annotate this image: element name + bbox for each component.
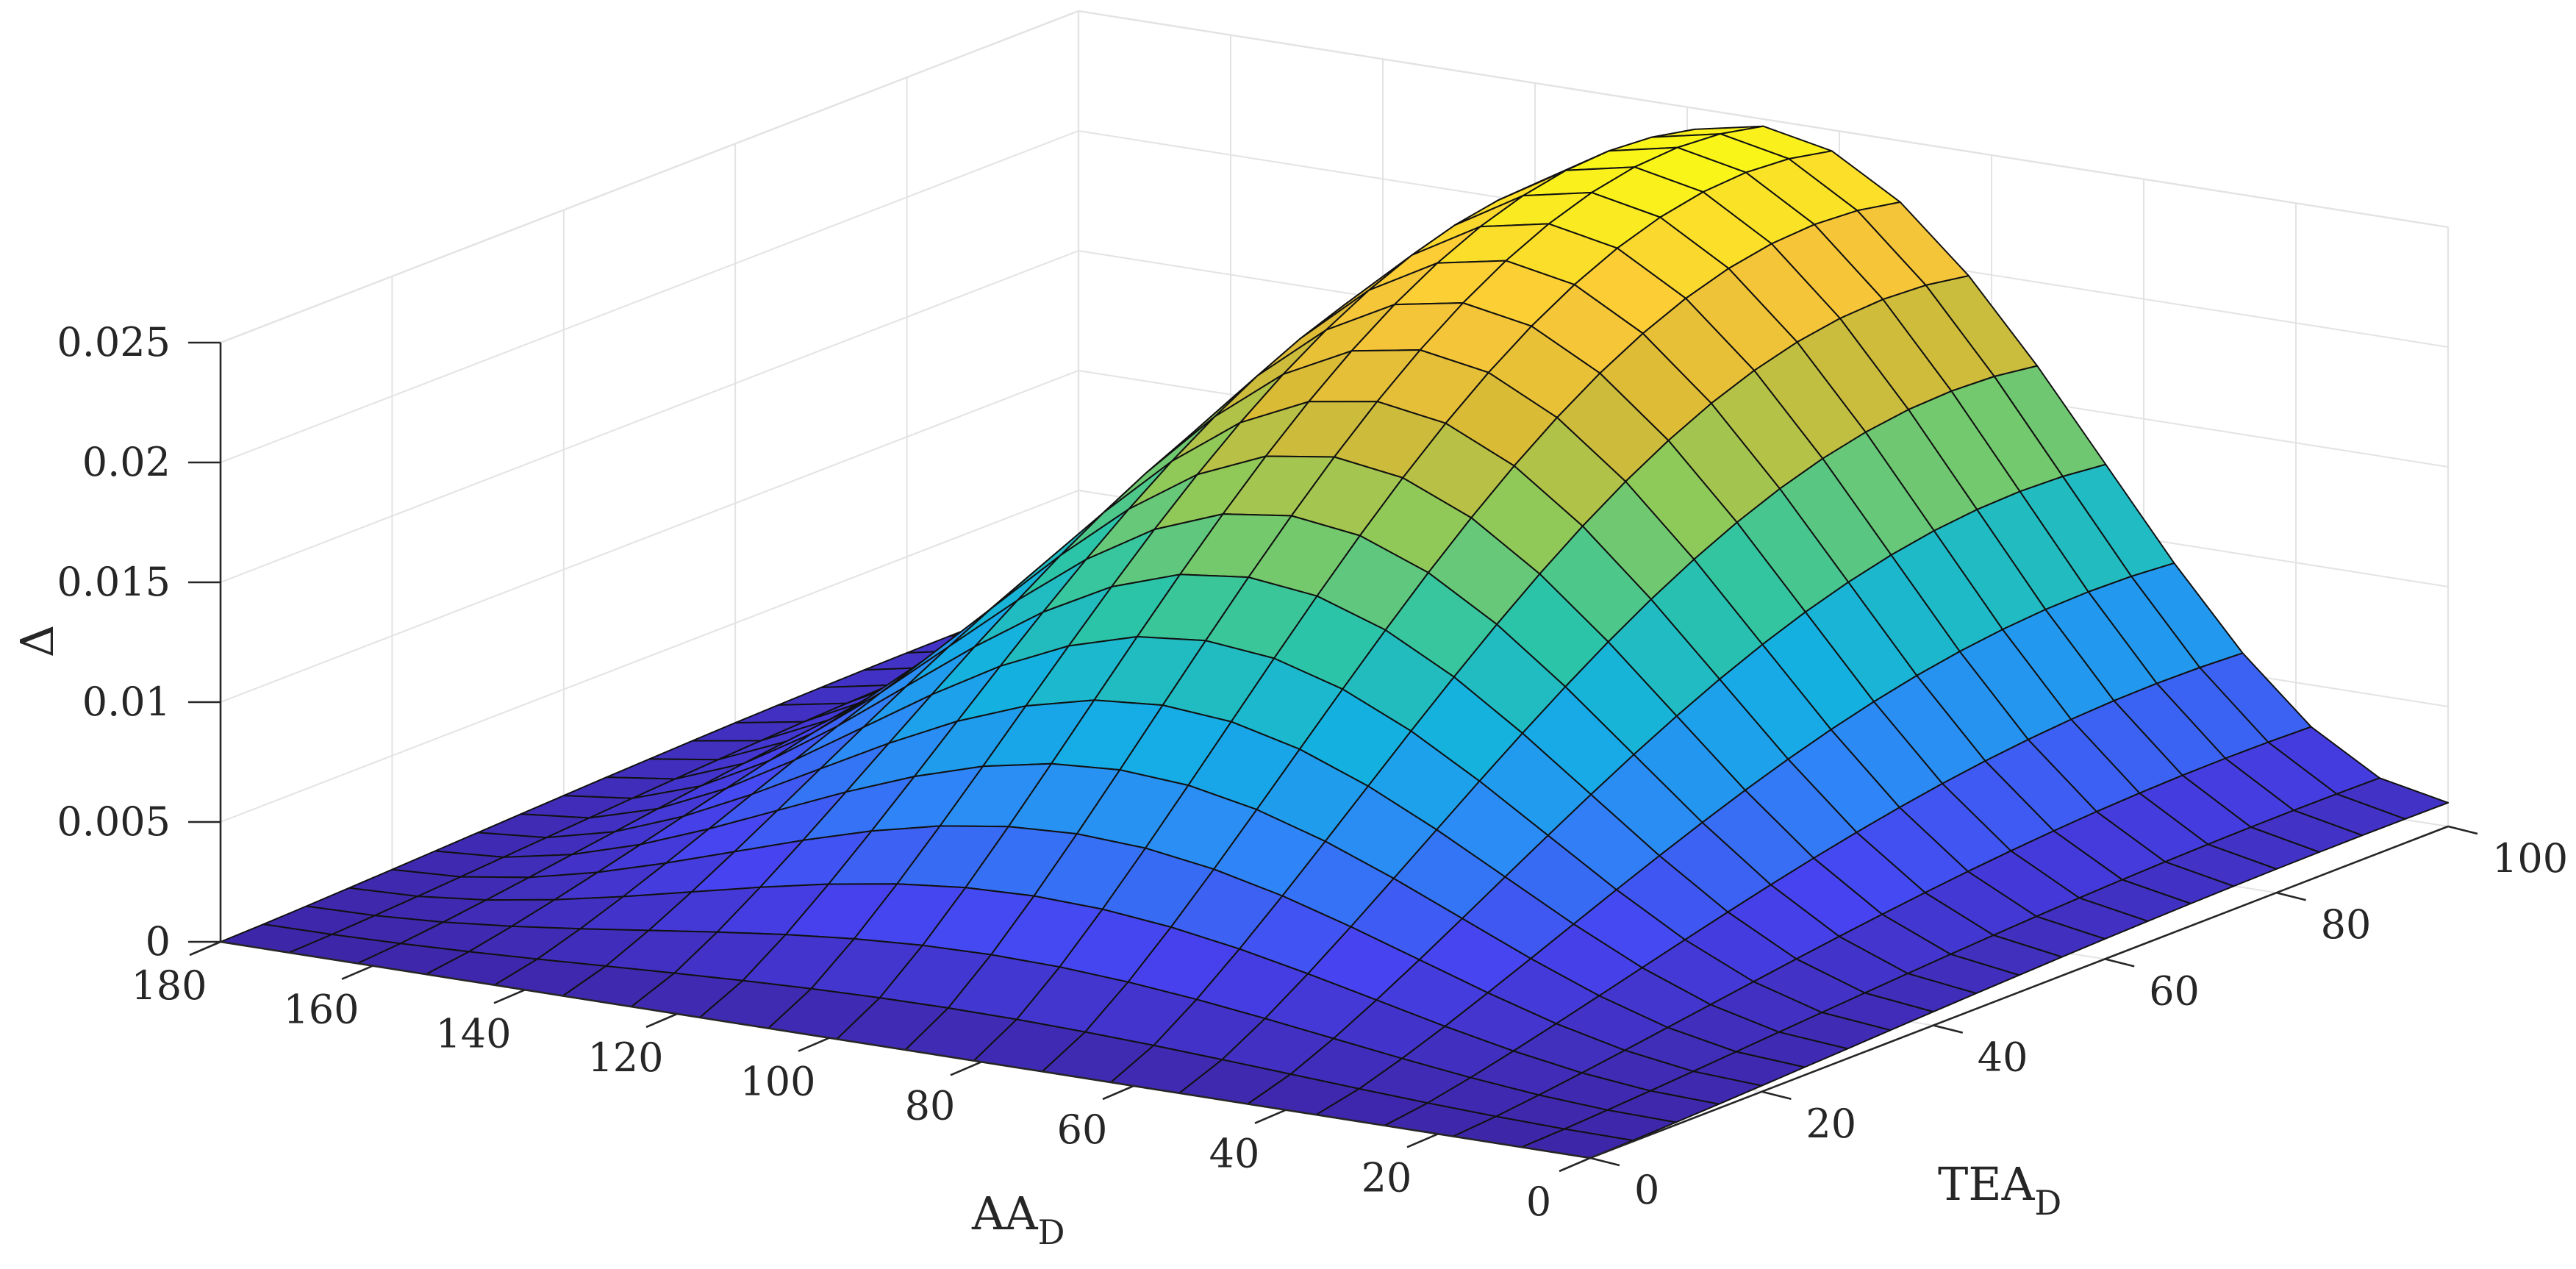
x-tick-label: 140 <box>435 1010 511 1057</box>
x-tick-mark <box>189 940 221 957</box>
x-tick-mark <box>493 989 526 1004</box>
surface-plot <box>220 125 2449 1159</box>
x-tick-label: 20 <box>1362 1154 1412 1201</box>
z-tick-label: 0.025 <box>57 319 171 365</box>
x-axis-line <box>220 940 1591 1159</box>
y-tick-mark <box>2276 891 2306 901</box>
box-edge <box>1078 10 2449 229</box>
y-tick-mark <box>2447 825 2478 835</box>
svg-text:AAD: AAD <box>971 1187 1065 1252</box>
x-tick-label: 40 <box>1209 1131 1260 1177</box>
z-axis-title: Δ <box>10 625 64 658</box>
z-tick-label: 0.005 <box>57 798 171 845</box>
wall-grid-line <box>220 130 1079 463</box>
x-tick-label: 160 <box>283 987 359 1033</box>
y-tick-mark <box>1589 1157 1620 1167</box>
y-tick-mark <box>1933 1024 1964 1034</box>
x-tick-mark <box>950 1061 982 1076</box>
wall-grid-line <box>220 490 1079 823</box>
y-axis-title: TEAD <box>1938 1157 2061 1223</box>
z-tick-label: 0.01 <box>82 679 171 725</box>
x-tick-mark <box>1254 1109 1287 1124</box>
y-tick-label: 20 <box>1806 1101 1856 1147</box>
x-tick-label: 120 <box>587 1034 663 1081</box>
y-tick-label: 0 <box>1634 1167 1659 1213</box>
svg-text:Δ: Δ <box>10 625 64 658</box>
axes: 02040608010012014016018002040608010000.0… <box>57 319 2568 1225</box>
z-tick-label: 0.015 <box>57 559 171 605</box>
x-tick-mark <box>1102 1084 1134 1101</box>
y-tick-label: 100 <box>2492 835 2568 882</box>
box-edge <box>220 10 1079 344</box>
x-tick-label: 80 <box>905 1082 956 1129</box>
y-tick-label: 80 <box>2321 901 2372 948</box>
z-tick-label: 0.02 <box>82 439 171 485</box>
x-tick-mark <box>341 965 373 980</box>
y-tick-label: 40 <box>1978 1034 2028 1081</box>
x-axis-title: AAD <box>971 1187 1065 1252</box>
x-tick-label: 60 <box>1057 1107 1108 1153</box>
y-tick-label: 60 <box>2149 968 2200 1014</box>
x-tick-mark <box>1559 1157 1591 1173</box>
x-tick-label: 100 <box>740 1059 815 1105</box>
wall-grid-line <box>220 250 1079 583</box>
x-tick-mark <box>798 1037 830 1052</box>
x-tick-label: 180 <box>131 962 207 1009</box>
x-tick-mark <box>1406 1133 1439 1148</box>
x-tick-mark <box>645 1012 678 1029</box>
x-tick-label: 0 <box>1526 1179 1551 1225</box>
svg-text:TEAD: TEAD <box>1938 1157 2061 1223</box>
y-axis-line <box>1589 825 2449 1159</box>
y-tick-mark <box>1761 1090 1792 1101</box>
y-tick-mark <box>2104 958 2135 968</box>
z-tick-label: 0 <box>146 918 171 965</box>
wall-grid-line <box>220 370 1079 703</box>
